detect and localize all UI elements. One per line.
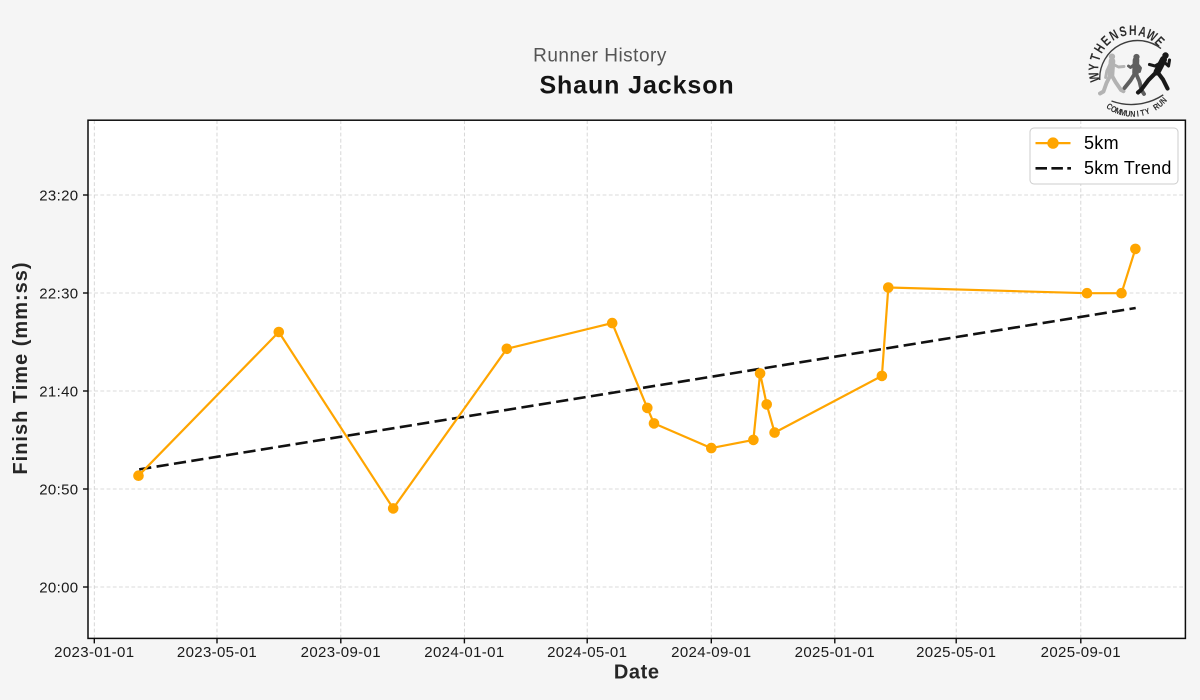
svg-text:2023-05-01: 2023-05-01 [177,644,257,661]
svg-text:2023-09-01: 2023-09-01 [301,644,381,661]
svg-text:2024-05-01: 2024-05-01 [547,644,627,661]
svg-text:N: N [1158,95,1169,106]
svg-text:T: T [1087,52,1104,63]
svg-text:2024-01-01: 2024-01-01 [424,644,504,661]
svg-text:2025-05-01: 2025-05-01 [916,644,996,661]
svg-text:Y: Y [1086,63,1102,71]
svg-text:22:30: 22:30 [39,285,78,302]
svg-text:C: C [1105,101,1115,112]
svg-text:Date: Date [614,662,660,684]
svg-text:Y: Y [1143,106,1151,117]
svg-text:A: A [1137,23,1148,40]
svg-text:20:00: 20:00 [39,579,78,596]
svg-text:2025-01-01: 2025-01-01 [795,644,875,661]
svg-text:2025-09-01: 2025-09-01 [1041,644,1121,661]
svg-text:23:20: 23:20 [39,187,78,204]
svg-text:U: U [1155,98,1166,109]
svg-text:M: M [1114,106,1123,117]
svg-text:H: H [1129,23,1137,39]
svg-text:U: U [1125,109,1132,119]
svg-text:21:40: 21:40 [39,383,78,400]
svg-text:I: I [1136,109,1139,119]
svg-text:W: W [1086,70,1104,83]
svg-text:N: N [1130,109,1135,119]
svg-text:O: O [1109,104,1118,115]
svg-text:5km Trend: 5km Trend [1084,158,1172,178]
svg-text:20:50: 20:50 [39,481,78,498]
svg-text:S: S [1118,23,1129,40]
svg-text:2024-09-01: 2024-09-01 [671,644,751,661]
svg-text:Runner History: Runner History [533,46,667,67]
svg-text:2023-01-01: 2023-01-01 [54,644,134,661]
svg-text:M: M [1119,107,1127,118]
svg-text:Finish Time (mm:ss): Finish Time (mm:ss) [10,261,32,474]
svg-text:Shaun Jackson: Shaun Jackson [539,72,734,100]
svg-text:5km: 5km [1084,133,1119,153]
svg-text:T: T [1139,108,1146,119]
svg-text:R: R [1151,101,1161,112]
